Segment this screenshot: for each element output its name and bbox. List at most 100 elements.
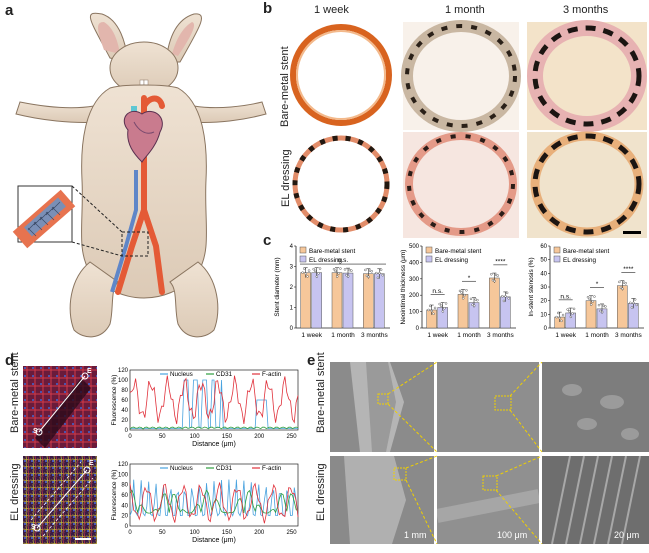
y-tick-label: 20 — [121, 514, 128, 520]
data-point — [590, 303, 593, 306]
fluorescence-scale-bar — [75, 538, 91, 540]
data-point — [496, 274, 499, 277]
data-point — [346, 275, 350, 278]
fluorescence-bare: S E — [23, 366, 97, 448]
panel-label-c: c — [263, 232, 272, 249]
col-header-1month: 1 month — [445, 4, 485, 16]
line-plot-0: 0 20 40 60 80 100 120 0 50 100 150 200 250 Distance (… — [111, 368, 299, 448]
data-point — [438, 302, 441, 306]
sem-el-high: 20 μm — [542, 456, 649, 544]
data-point — [307, 269, 311, 272]
x-axis-label: Distance (μm) — [192, 537, 236, 544]
data-point — [303, 267, 306, 270]
x-tick-label: 0 — [128, 530, 132, 536]
x-tick-label: 1 month — [585, 332, 609, 339]
sig-label: * — [468, 275, 471, 282]
x-tick-label: 3 months — [361, 332, 388, 339]
data-point — [504, 295, 507, 298]
legend-label: Nucleus — [170, 371, 193, 378]
data-point — [378, 271, 381, 275]
data-point — [465, 289, 468, 292]
legend-label: Bare-metal stent — [309, 248, 355, 255]
data-point — [493, 279, 496, 283]
series-line-factin — [129, 375, 299, 425]
data-point — [591, 300, 594, 303]
x-axis-label: Distance (μm) — [192, 441, 236, 448]
data-point — [569, 315, 573, 319]
sem-bare-high — [542, 362, 649, 452]
legend-swatch — [299, 246, 307, 254]
data-point — [443, 307, 446, 310]
col-header-1week: 1 week — [314, 4, 349, 16]
y-tick-label: 2 — [290, 285, 294, 291]
data-point — [568, 310, 571, 313]
data-point — [618, 280, 621, 284]
data-point — [430, 309, 434, 313]
y-axis-label: Fluorescence (%) — [111, 375, 118, 426]
line-end-bare: E — [87, 368, 92, 375]
y-tick-label: 120 — [118, 368, 129, 374]
y-axis-label: Fluorescence (%) — [111, 470, 118, 521]
legend-swatch — [553, 255, 561, 263]
x-tick-label: 3 months — [615, 332, 642, 339]
x-tick-label: 1 week — [301, 332, 322, 339]
data-point — [343, 268, 347, 271]
y-tick-label: 100 — [118, 378, 129, 384]
data-point — [629, 301, 632, 305]
data-point — [315, 275, 319, 278]
bar — [489, 277, 500, 329]
data-point — [337, 272, 341, 275]
data-point — [304, 272, 308, 275]
data-point — [441, 310, 445, 313]
data-point — [632, 301, 635, 305]
y-tick-label: 100 — [118, 472, 129, 478]
data-point — [350, 269, 353, 272]
legend-swatch — [299, 255, 307, 263]
x-tick-label: 100 — [190, 530, 201, 536]
data-point — [601, 310, 604, 314]
bar-chart-2: 0 10 20 30 40 50 60 In-stent stenosis (%) 1 week… — [528, 244, 644, 339]
x-tick-label: 0 — [128, 434, 132, 440]
legend-label: CD31 — [216, 465, 233, 472]
scale-1mm: 1 mm — [404, 530, 427, 540]
heart — [123, 110, 163, 163]
data-point — [502, 299, 506, 303]
y-tick-label: 0 — [125, 428, 129, 434]
data-point — [370, 270, 373, 273]
sig-label: **** — [495, 258, 506, 265]
x-tick-label: 150 — [222, 434, 233, 440]
histology-scale-bar — [623, 231, 641, 234]
panel-label-b: b — [263, 0, 273, 17]
data-point — [432, 312, 435, 315]
legend-label: CD31 — [216, 371, 233, 378]
sem-el-low: 1 mm — [330, 456, 434, 544]
data-point — [461, 297, 465, 300]
sem-zoom-lines — [387, 362, 543, 544]
y-tick-label: 4 — [290, 244, 294, 250]
bar — [331, 272, 343, 329]
x-tick-label: 1 month — [331, 332, 355, 339]
series-line-cd31 — [129, 426, 299, 430]
y-tick-label: 50 — [540, 258, 547, 264]
data-point — [334, 269, 337, 273]
histology-el-1week — [292, 135, 390, 233]
data-point — [630, 306, 634, 309]
y-axis-label: Neointimal thickness (μm) — [400, 250, 407, 325]
y-tick-label: 40 — [121, 408, 128, 414]
sem-bare-mid — [437, 362, 539, 452]
bar — [342, 272, 354, 329]
data-point — [566, 308, 569, 311]
data-point — [624, 282, 627, 285]
bar — [617, 285, 628, 329]
sig-label: n.s. — [432, 288, 443, 295]
panel-label-d: d — [5, 352, 15, 369]
y-tick-label: 80 — [121, 388, 128, 394]
data-point — [604, 305, 607, 308]
data-point — [555, 315, 558, 319]
data-point — [558, 316, 562, 320]
sig-label: n.s. — [560, 293, 571, 300]
data-point — [306, 275, 309, 278]
data-point — [572, 307, 576, 311]
y-axis-label: Stent diameter (mm) — [274, 257, 281, 316]
